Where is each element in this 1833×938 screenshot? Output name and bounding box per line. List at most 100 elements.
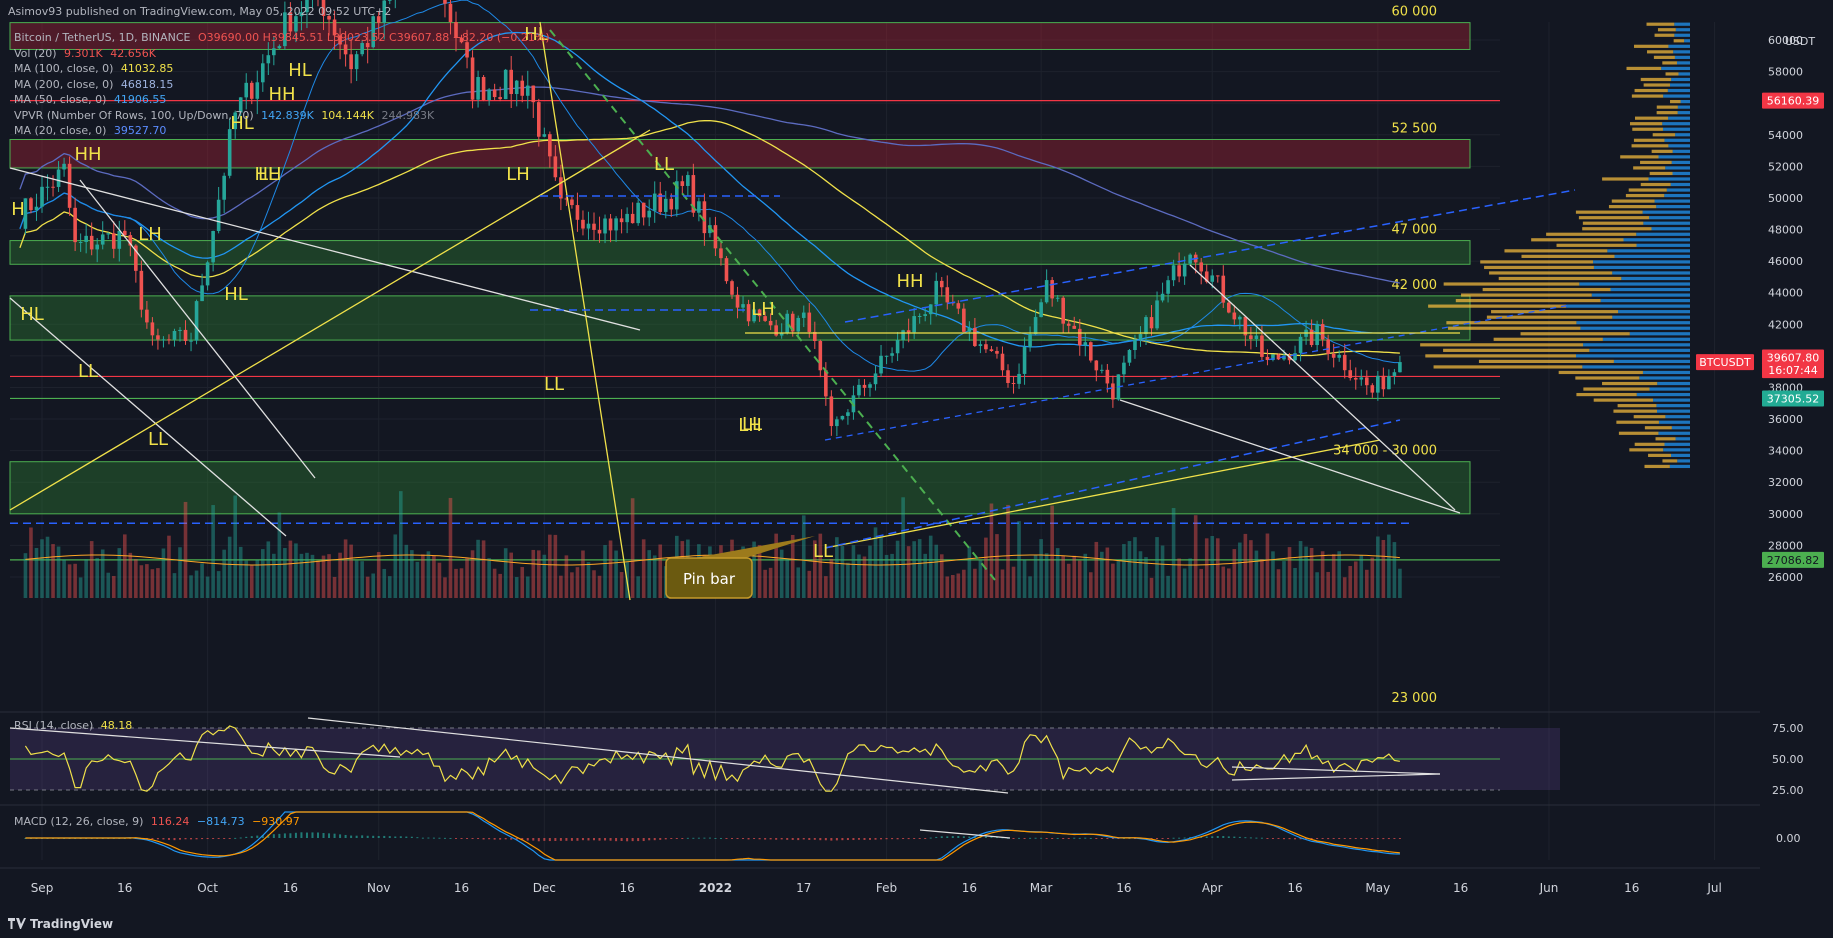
volume-bar [382,568,387,598]
macd-hist-bar [797,838,800,841]
vpvr-bar-up [1612,271,1690,275]
macd-hist-bar [995,837,998,839]
volume-bar [658,544,663,598]
vpvr-bar-up [1676,61,1690,65]
macd-hist-bar [1360,838,1363,839]
macd-hist-bar [455,838,457,839]
macd-hist-bar [1150,838,1153,839]
volume-bar [1381,539,1386,598]
macd-hist-bar [565,838,568,841]
macd-hist-bar [1299,838,1302,840]
moving-averages [19,0,1401,372]
macd-hist-bar [1029,837,1032,839]
volume-bar [150,569,155,598]
macd-hist-bar [532,838,535,841]
macd-hist-bar [852,838,855,841]
volume-bar [939,554,944,598]
candle-body [321,0,326,16]
macd-hist-bar [846,838,849,841]
candle-body [244,82,249,98]
time-axis[interactable]: Sep 16 Oct 16 Nov 16 Dec 16 2022 17 Feb 16 Mar 16 Apr 1… [31,881,1722,895]
candle-body [67,163,72,208]
vpvr-bar-down [1656,105,1678,109]
macd-hist-bar [1238,836,1241,838]
swing-label: HL [524,24,548,45]
vpvr-bar-up [1593,260,1690,264]
price-label: 27086.82 [1767,554,1820,567]
vpvr-bar-down [1443,348,1590,352]
vpvr-bar-up [1589,348,1690,352]
candle-body [178,329,182,331]
swing-label: LH [751,299,775,320]
volume-bar [542,554,547,598]
volume-bar [459,568,464,598]
candle-body [757,309,762,317]
price-tick: 58000 [1768,66,1803,79]
candle-body [1111,383,1115,400]
candle-body [448,3,453,23]
candle-body [746,304,751,322]
candle-body [934,280,939,305]
candle-body [498,97,502,100]
candle-body [305,0,309,13]
candle-body [1221,275,1226,303]
vpvr-bar-down [1482,287,1611,292]
volume-bar [1033,555,1038,598]
volume-bar [917,539,922,598]
volume-bar [829,559,834,598]
volume-bar [608,540,613,598]
vpvr-bar-up [1613,359,1690,364]
macd-hist-bar [1316,838,1319,839]
macd-hist-bar [1349,838,1352,840]
vpvr-bar-down [1461,293,1592,297]
candle-body [255,82,260,99]
volume-bar [779,549,784,598]
vpvr-bar-up [1593,265,1690,270]
candle-body [1089,342,1093,361]
candle-body [1127,350,1132,363]
volume-bar [410,550,414,598]
vpvr-bar-up [1678,72,1690,76]
vpvr-bar-down [1629,448,1664,452]
swing-label: HH [254,164,281,185]
vpvr-bar-up [1668,144,1690,148]
macd-hist-bar [940,836,943,838]
candle-body [1359,377,1364,380]
macd-hist-bar [1398,838,1401,839]
volume-bar [1249,540,1253,598]
volume-bar [360,561,364,598]
volume-bar [1127,541,1132,598]
candle-body [614,218,618,231]
volume-bar [890,553,894,598]
candle-body [139,270,144,310]
macd-hist-bar [1067,838,1070,839]
macd-hist-bar [808,838,811,840]
vpvr-bar-up [1684,39,1690,43]
vpvr-bar-up [1612,315,1690,319]
candle-body [1039,302,1043,318]
candle-body [354,54,359,70]
candle-body [1254,335,1259,340]
vpvr-bar-up [1636,243,1690,247]
vpvr-bar-up [1667,88,1690,93]
candle-body [205,262,210,286]
macd-hist-bar [559,838,562,841]
volume-bar [261,549,265,598]
rsi-tick: 75.00 [1772,722,1804,735]
macd-hist-bar [990,837,993,839]
candle-body [1061,297,1065,324]
macd-hist-bar [427,837,430,839]
volume-bar [437,562,442,598]
macd-hist-bar [742,838,745,839]
candle-body [117,230,122,249]
volume-bar [514,577,519,598]
volume-bar [376,552,381,598]
vpvr-bar-down [1643,83,1671,87]
macd-hist-bar [587,838,590,841]
candle-body [167,339,171,341]
macd-hist-bar [250,836,253,838]
macd-hist-bar [841,838,844,841]
price-axis[interactable]: USDT600005800056000540005200050000480004… [1696,0,1833,938]
candle-body [492,89,497,98]
